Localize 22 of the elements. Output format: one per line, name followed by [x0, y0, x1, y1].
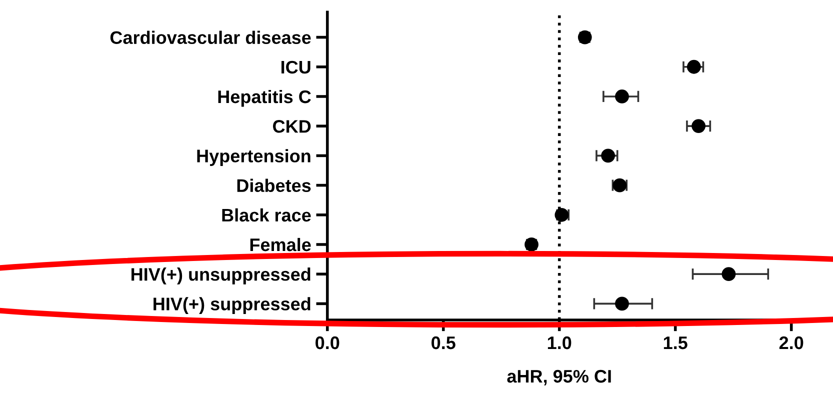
y-tick-label: HIV(+) suppressed [154, 297, 310, 314]
y-tick-label: ICU [282, 60, 310, 74]
x-tick-label: 0.0 [316, 336, 340, 350]
y-tick-label: Diabetes [237, 178, 311, 192]
x-tick-label: 1.0 [548, 336, 572, 350]
point [601, 148, 616, 163]
x-tick-label: 0.5 [432, 336, 456, 350]
y-tick-label: Black race [222, 208, 311, 222]
y-tick-label: Hepatitis C [218, 90, 311, 107]
x-tick-label: 1.5 [664, 336, 688, 350]
point [615, 296, 629, 311]
x-tick-label: 2.0 [779, 336, 804, 350]
point [686, 60, 701, 74]
point [615, 90, 629, 104]
y-tick-label: HIV(+) unsuppressed [132, 268, 310, 284]
y-tick-label: Female [250, 238, 311, 252]
y-tick-label: CKD [273, 120, 311, 133]
x-axis-title: aHR, 95% CI [507, 370, 611, 386]
point [692, 119, 706, 134]
y-tick-label: Hypertension [197, 149, 310, 166]
y-tick-label: Cardiovascular disease [110, 30, 311, 44]
point [722, 267, 736, 282]
